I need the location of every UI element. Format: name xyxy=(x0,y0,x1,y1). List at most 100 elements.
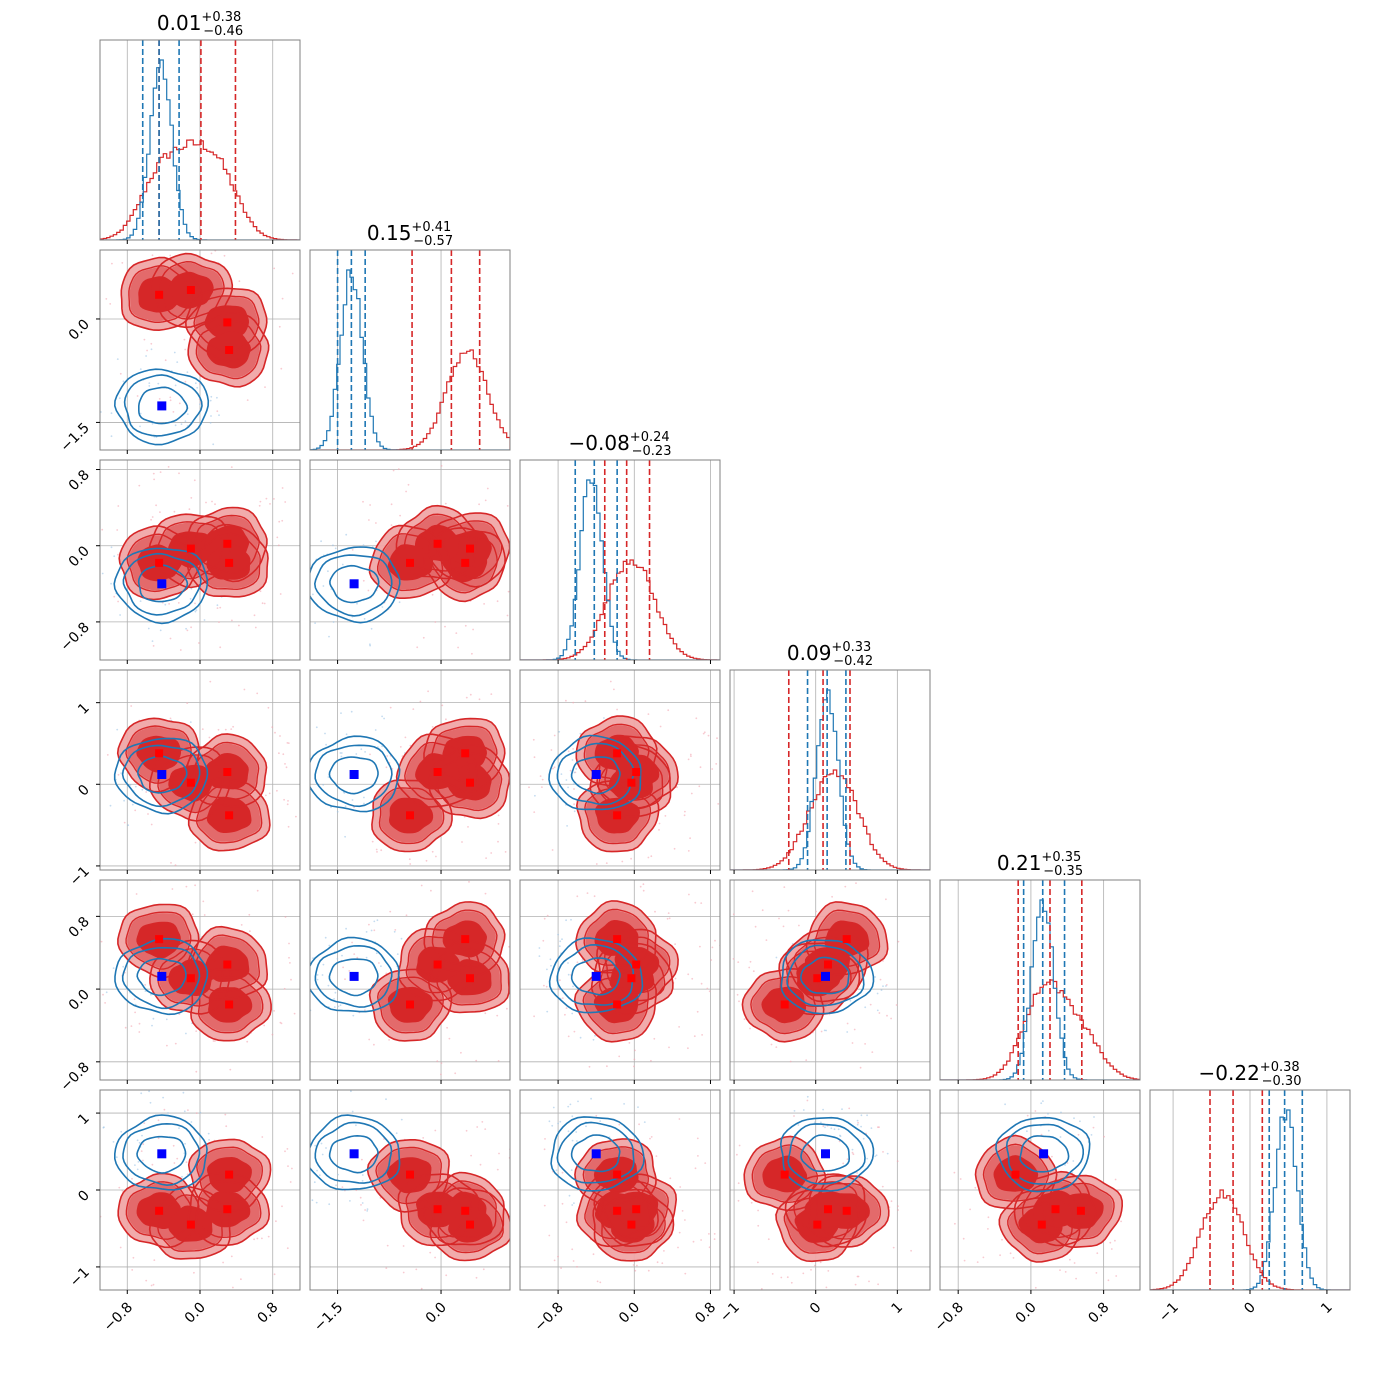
sample-dot xyxy=(1142,1232,1144,1234)
sample-dot xyxy=(528,804,530,806)
y-tick-label: −1.5 xyxy=(57,420,92,455)
sample-dot xyxy=(249,930,251,933)
sample-dot xyxy=(659,725,662,728)
sample-dot xyxy=(393,930,396,933)
sample-dot xyxy=(207,1132,210,1135)
sample-dot xyxy=(231,876,233,878)
blue-contour-line xyxy=(328,958,379,997)
red-mode-marker xyxy=(627,974,636,983)
sample-dot xyxy=(444,625,446,628)
red-mode-marker xyxy=(225,558,234,567)
red-contour-line xyxy=(149,939,232,1015)
sample-dot xyxy=(650,1136,653,1138)
blue-contour-line xyxy=(123,374,203,437)
sample-dot xyxy=(954,1222,956,1225)
sample-dot xyxy=(167,1112,169,1114)
param-title-minus: −0.42 xyxy=(833,654,873,669)
panel-1-0 xyxy=(96,249,301,454)
param-title-value: 0.15 xyxy=(367,221,412,245)
param-title-minus: −0.35 xyxy=(1043,864,1083,879)
red-mode-marker xyxy=(155,1206,164,1215)
sample-dot xyxy=(507,590,510,593)
sample-dot xyxy=(405,490,407,493)
sample-dot xyxy=(209,878,211,880)
sample-dot xyxy=(224,1113,227,1116)
sample-dot xyxy=(134,809,137,812)
sample-dot xyxy=(575,1131,578,1133)
sample-dot xyxy=(130,1025,133,1027)
sample-dot xyxy=(789,1060,792,1063)
sample-dot xyxy=(654,910,656,913)
sample-dot xyxy=(291,272,294,275)
sample-dot xyxy=(287,1165,289,1167)
sample-dot xyxy=(572,701,575,704)
sample-dot xyxy=(275,1220,277,1223)
sample-dot xyxy=(273,267,276,270)
sample-dot xyxy=(297,1183,299,1185)
sample-dot xyxy=(839,1135,842,1138)
sample-dot xyxy=(895,1004,898,1006)
red-contour-line xyxy=(603,936,671,994)
sample-dot xyxy=(749,1027,751,1030)
red-contour-line xyxy=(157,754,224,814)
sample-dot xyxy=(572,748,574,750)
sample-dot xyxy=(982,1256,985,1259)
sample-dot xyxy=(708,1246,711,1249)
sample-dot xyxy=(694,1167,697,1170)
panel-0-0: 0.01+0.38 −0.46 xyxy=(99,10,301,244)
param-title-plus: +0.38 xyxy=(201,10,241,25)
sample-dot xyxy=(860,1125,862,1128)
sample-dot xyxy=(544,1138,546,1140)
sample-dot xyxy=(159,511,161,513)
red-contour-line xyxy=(395,504,478,580)
sample-dot xyxy=(98,1187,100,1189)
sample-dot xyxy=(1051,1155,1053,1158)
sample-dot xyxy=(481,1121,484,1123)
sample-dot xyxy=(689,837,691,840)
red-contour-line xyxy=(431,909,498,969)
sample-dot xyxy=(281,1205,283,1208)
red-contour-line xyxy=(436,752,503,812)
sample-dot xyxy=(857,1121,859,1124)
sample-dot xyxy=(478,698,481,701)
red-contour-line xyxy=(116,717,200,793)
sample-dot xyxy=(316,974,319,976)
red-contour-line xyxy=(405,1181,472,1239)
sample-dot xyxy=(810,1268,812,1271)
red-mode-marker xyxy=(842,1206,851,1215)
sample-dot xyxy=(265,497,268,500)
sample-dot xyxy=(560,1267,562,1269)
sample-dot xyxy=(749,960,752,963)
red-mode-marker xyxy=(813,1220,822,1229)
blue-contour-line xyxy=(313,554,393,617)
red-contour-line xyxy=(584,1181,651,1240)
sample-dot xyxy=(351,1110,354,1113)
red-mode-marker xyxy=(613,1170,622,1179)
sample-dot xyxy=(324,936,327,939)
panel-3-3: 0.09+0.33 −0.42 xyxy=(729,640,931,874)
sample-dot xyxy=(455,632,458,634)
sample-dot xyxy=(365,931,368,933)
truth-marker xyxy=(591,971,601,981)
sample-dot xyxy=(209,422,212,424)
sample-dot xyxy=(261,602,264,605)
sample-dot xyxy=(356,602,358,605)
sample-dot xyxy=(484,892,487,895)
sample-dot xyxy=(120,1130,123,1133)
y-tick-label: 1 xyxy=(75,1111,93,1129)
y-tick-label: −0.8 xyxy=(57,619,92,654)
sample-dot xyxy=(193,1271,195,1274)
sample-dot xyxy=(783,886,786,888)
sample-dot xyxy=(637,1106,639,1108)
sample-dot xyxy=(667,912,670,914)
sample-dot xyxy=(339,1004,342,1007)
sample-dot xyxy=(743,1018,746,1021)
sample-dot xyxy=(173,510,176,513)
sample-dot xyxy=(198,383,201,385)
sample-dot xyxy=(314,622,316,624)
sample-dot xyxy=(337,1173,339,1176)
sample-dot xyxy=(284,501,287,503)
sample-dot xyxy=(547,949,549,951)
sample-dot xyxy=(594,1034,596,1037)
sample-dot xyxy=(216,604,219,607)
